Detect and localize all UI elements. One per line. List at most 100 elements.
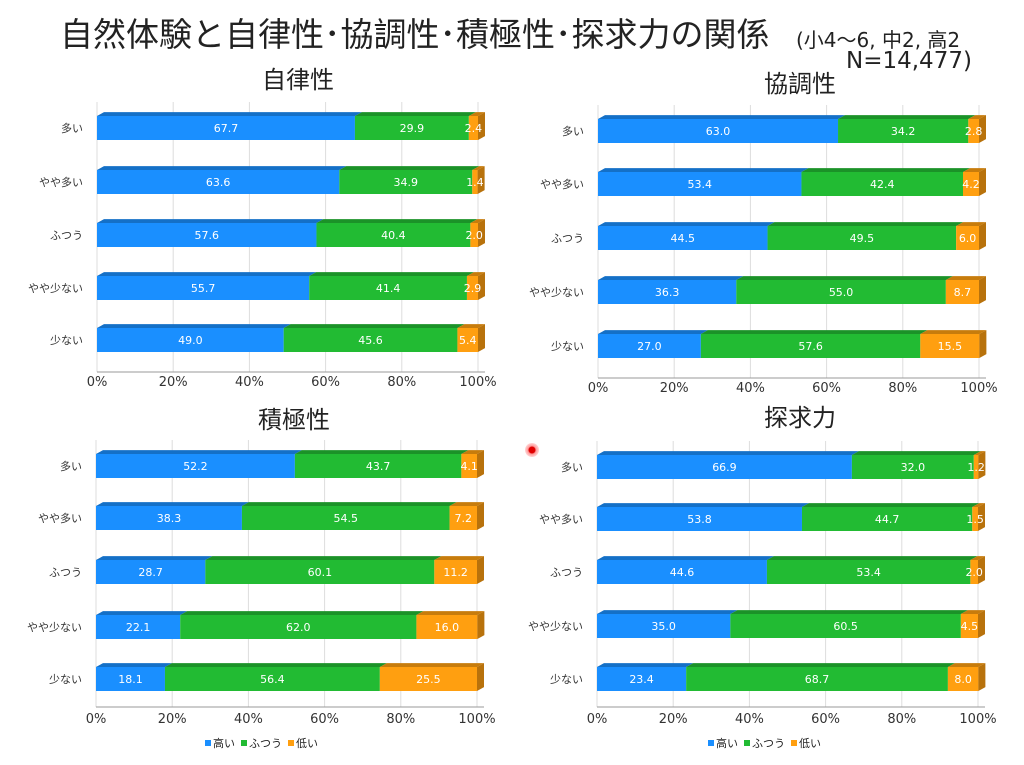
data-label: 63.0 bbox=[706, 125, 731, 138]
legend-label: ふつう bbox=[752, 737, 785, 750]
bar-segment bbox=[947, 667, 979, 691]
data-label: 67.7 bbox=[214, 122, 239, 135]
data-label: 2.0 bbox=[965, 566, 983, 579]
legend-label: ふつう bbox=[249, 737, 282, 750]
bar-segment-top bbox=[838, 115, 976, 119]
data-label: 8.0 bbox=[954, 673, 972, 686]
data-label: 44.7 bbox=[875, 513, 900, 526]
bar-segment bbox=[597, 614, 731, 638]
data-label: 34.9 bbox=[394, 176, 419, 189]
legend-swatch bbox=[744, 740, 750, 746]
bar-segment-side bbox=[979, 222, 986, 250]
data-label: 68.7 bbox=[805, 673, 830, 686]
bar-segment bbox=[598, 119, 839, 143]
chart-title: 積極性 bbox=[258, 406, 330, 434]
x-tick-label: 100% bbox=[960, 381, 997, 396]
data-label: 43.7 bbox=[366, 460, 391, 473]
x-tick-label: 20% bbox=[659, 712, 688, 727]
data-label: 41.4 bbox=[376, 282, 401, 295]
bar-segment bbox=[97, 223, 317, 247]
data-label: 60.5 bbox=[833, 620, 858, 633]
x-tick-label: 100% bbox=[459, 375, 496, 390]
x-tick-label: 100% bbox=[458, 712, 495, 727]
legend-item: 高い bbox=[205, 735, 235, 751]
data-label: 2.9 bbox=[464, 282, 482, 295]
bar-segment bbox=[96, 454, 295, 478]
data-label: 16.0 bbox=[435, 621, 460, 634]
legend-label: 高い bbox=[213, 737, 235, 750]
data-label: 53.4 bbox=[856, 566, 881, 579]
bar-segment bbox=[470, 223, 478, 247]
bar-segment bbox=[973, 455, 979, 479]
bar-segment-side bbox=[478, 112, 485, 140]
data-label: 2.8 bbox=[965, 125, 983, 138]
x-tick-label: 0% bbox=[588, 381, 609, 396]
data-label: 4.2 bbox=[962, 178, 980, 191]
bar-segment-top bbox=[316, 219, 478, 223]
bar-segment bbox=[766, 560, 971, 584]
bar-segment-top bbox=[736, 276, 953, 280]
legend-right: 高い ふつう 低い bbox=[708, 735, 821, 751]
bar-segment-side bbox=[478, 324, 485, 352]
chart-title: 探求力 bbox=[764, 404, 836, 432]
category-label: やや少ない bbox=[28, 282, 83, 295]
bar-segment-side bbox=[978, 610, 985, 638]
data-label: 53.8 bbox=[687, 513, 712, 526]
bar-segment-top bbox=[598, 168, 809, 172]
bar-segment-top bbox=[700, 330, 928, 334]
category-label: ふつう bbox=[550, 566, 583, 579]
legend-item: ふつう bbox=[241, 735, 282, 751]
x-tick-label: 20% bbox=[660, 381, 689, 396]
bar-segment bbox=[920, 334, 980, 358]
x-tick-label: 80% bbox=[888, 381, 917, 396]
bar-segment bbox=[962, 172, 979, 196]
bar-segment-side bbox=[978, 556, 985, 584]
bar-segment-top bbox=[97, 272, 317, 276]
x-tick-label: 20% bbox=[158, 712, 187, 727]
bar-segment-top bbox=[416, 611, 485, 615]
bar-segment-top bbox=[97, 324, 291, 328]
data-label: 54.5 bbox=[333, 512, 358, 525]
bar-segment-top bbox=[973, 451, 986, 455]
bar-segment bbox=[97, 170, 340, 194]
data-label: 11.2 bbox=[443, 566, 468, 579]
data-label: 53.4 bbox=[687, 178, 712, 191]
data-label: 35.0 bbox=[651, 620, 676, 633]
bar-segment bbox=[316, 223, 471, 247]
data-label: 18.1 bbox=[118, 673, 143, 686]
data-label: 55.0 bbox=[829, 286, 854, 299]
x-tick-label: 40% bbox=[736, 381, 765, 396]
bar-segment bbox=[598, 172, 802, 196]
cursor-marker bbox=[525, 443, 539, 457]
x-tick-label: 40% bbox=[234, 712, 263, 727]
bar-segment bbox=[241, 506, 450, 530]
x-tick-label: 60% bbox=[311, 375, 340, 390]
data-label: 2.4 bbox=[465, 122, 483, 135]
bar-segment-top bbox=[97, 219, 324, 223]
bar-segment-top bbox=[466, 272, 485, 276]
bar-segment bbox=[164, 667, 380, 691]
bar-segment bbox=[736, 280, 946, 304]
bar-segment-top bbox=[354, 112, 476, 116]
data-label: 5.4 bbox=[459, 334, 477, 347]
data-label: 44.5 bbox=[671, 232, 696, 245]
bar-segment-side bbox=[477, 611, 485, 639]
x-tick-label: 0% bbox=[86, 712, 107, 727]
category-label: やや多い bbox=[38, 511, 82, 525]
bar-segment bbox=[294, 454, 462, 478]
x-tick-label: 60% bbox=[310, 712, 339, 727]
data-label: 1.4 bbox=[466, 176, 484, 189]
data-label: 1.5 bbox=[966, 513, 984, 526]
data-label: 62.0 bbox=[286, 621, 311, 634]
bar-segment-side bbox=[978, 503, 985, 531]
bar-segment bbox=[97, 116, 355, 140]
data-label: 42.4 bbox=[870, 178, 895, 191]
x-tick-label: 80% bbox=[386, 712, 415, 727]
category-label: 少ない bbox=[551, 340, 584, 353]
bar-segment-top bbox=[96, 502, 249, 506]
category-label: やや少ない bbox=[529, 286, 584, 299]
page-subtitle: (小4～6, 中2, 高2 bbox=[796, 28, 961, 52]
bar-segment-side bbox=[978, 451, 986, 479]
bar-segment bbox=[434, 560, 477, 584]
